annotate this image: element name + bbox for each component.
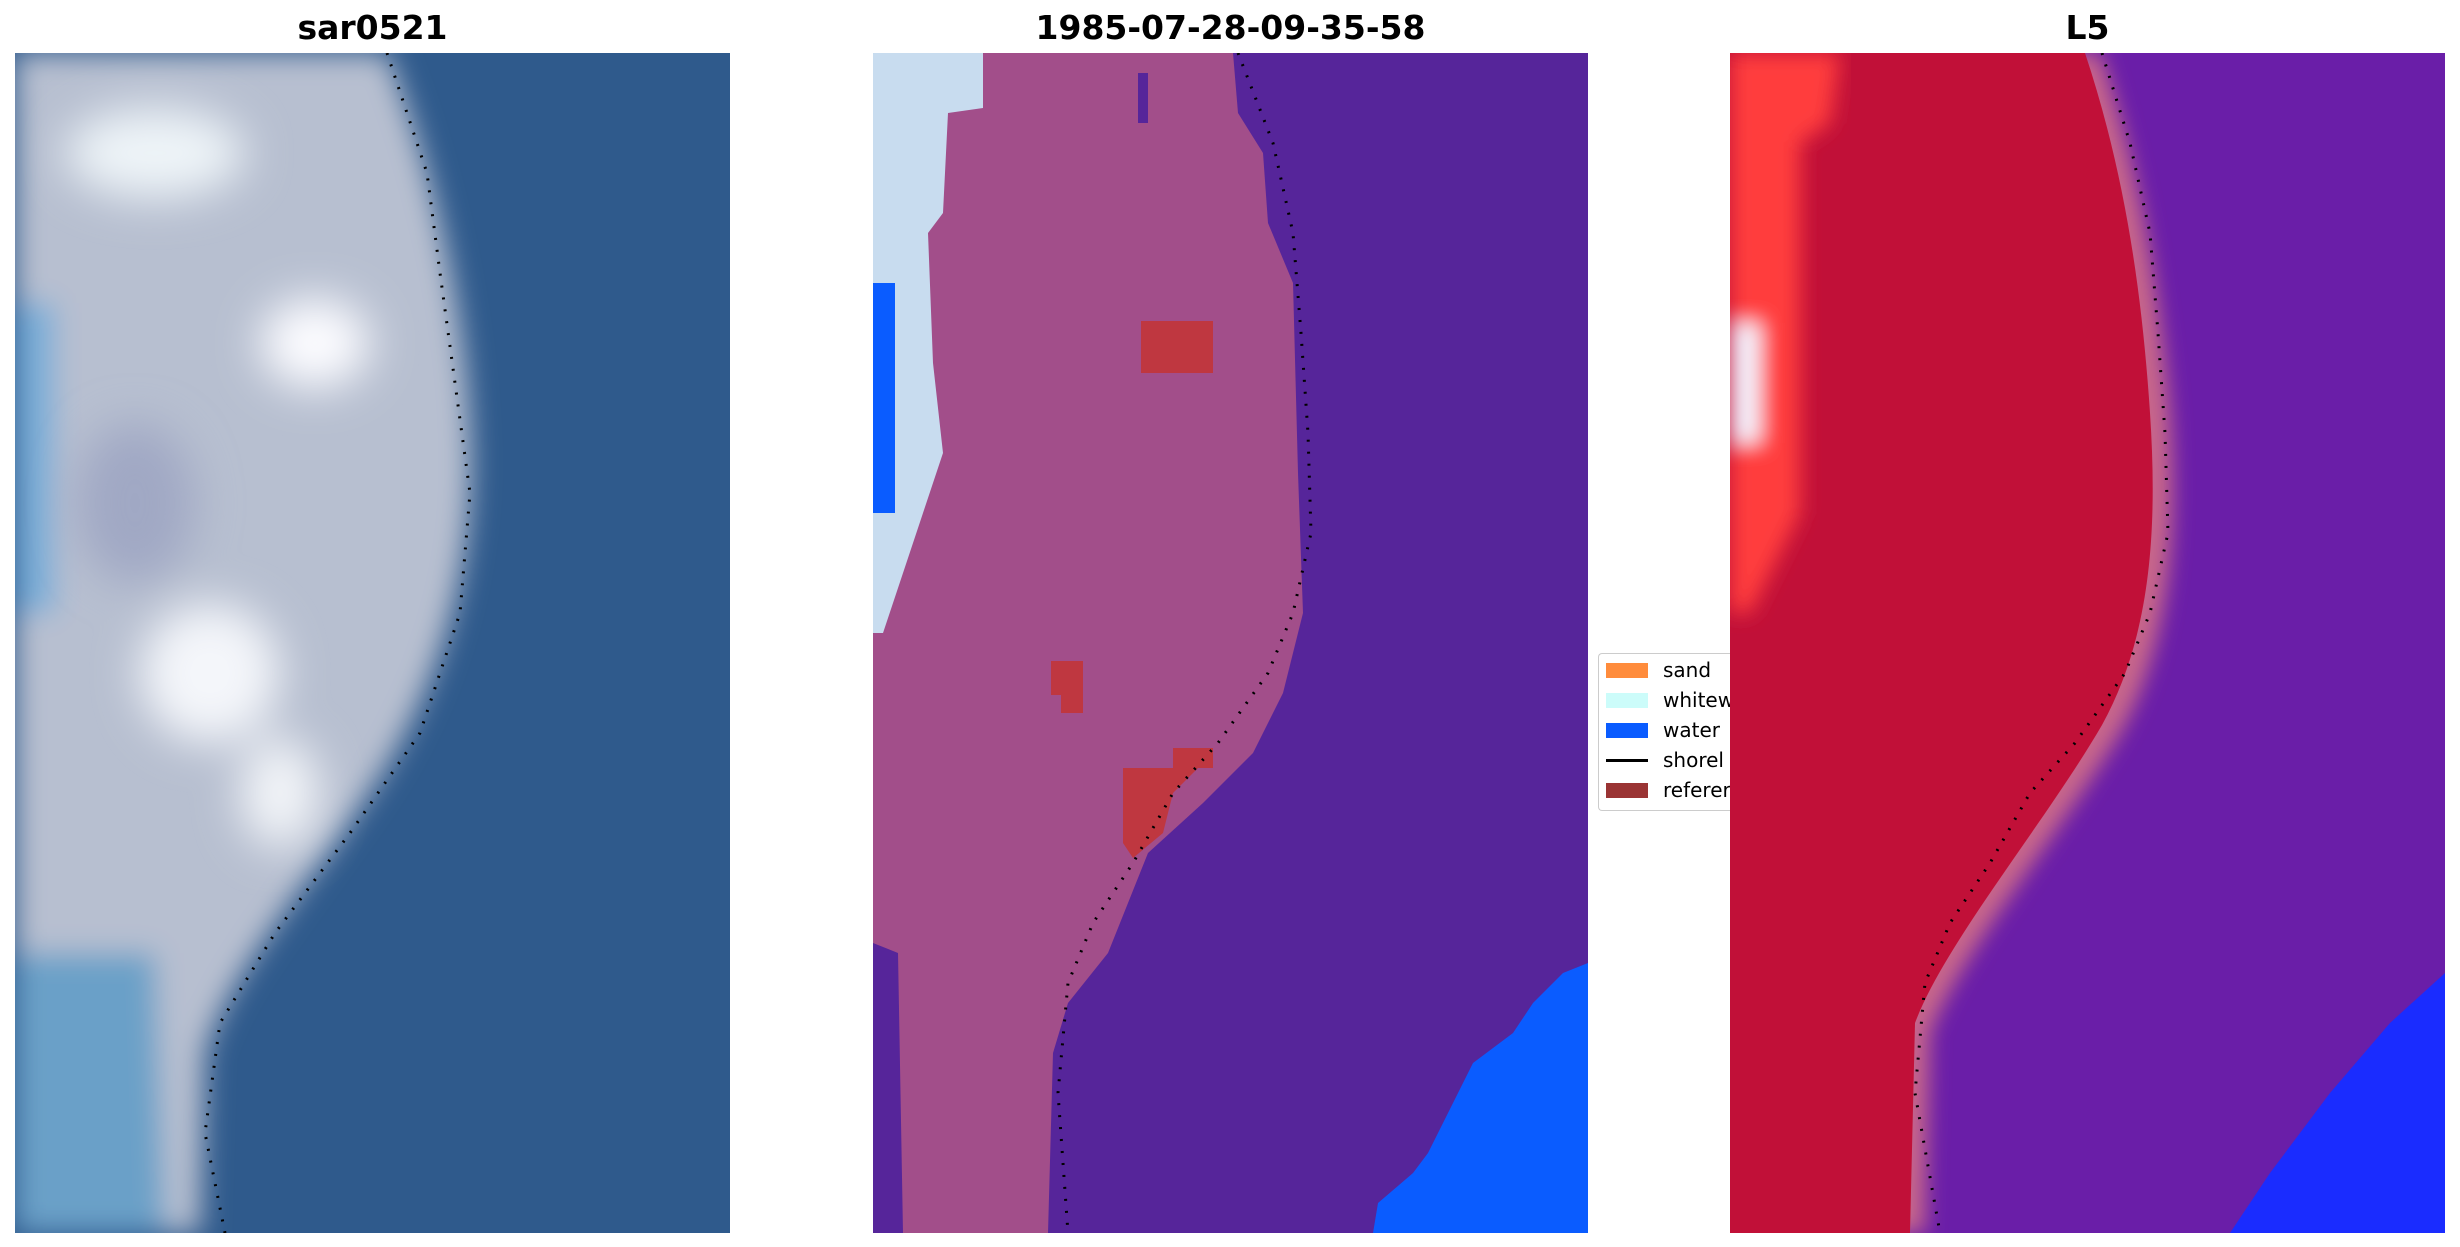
legend-label-whitewater: whitew (1663, 688, 1730, 712)
panel-title-index: L5 (2065, 8, 2110, 47)
panel-title-rgb: sar0521 (297, 8, 448, 47)
classification-panel (873, 53, 1588, 1233)
legend-swatch-sand (1606, 663, 1648, 678)
legend-item-whitewater: whitew (1606, 684, 1730, 714)
legend-line-shoreline (1606, 759, 1648, 762)
legend-item-sand: sand (1606, 654, 1730, 684)
legend-label-water: water (1663, 718, 1720, 742)
legend-swatch-reference (1606, 783, 1648, 798)
legend-item-shoreline: shorel (1606, 744, 1730, 774)
index-panel (1730, 53, 2445, 1233)
legend-item-water: water (1606, 714, 1730, 744)
legend-label-sand: sand (1663, 658, 1712, 682)
legend-label-reference: referer (1663, 778, 1730, 802)
legend-swatch-water (1606, 723, 1648, 738)
legend-label-shoreline: shorel (1663, 748, 1724, 772)
legend: sand whitew water shorel referer (1598, 653, 1730, 811)
legend-swatch-whitewater (1606, 693, 1648, 708)
rgb-image-panel (15, 53, 730, 1233)
legend-item-reference: referer (1606, 774, 1730, 804)
panel-title-classification: 1985-07-28-09-35-58 (1035, 8, 1426, 47)
